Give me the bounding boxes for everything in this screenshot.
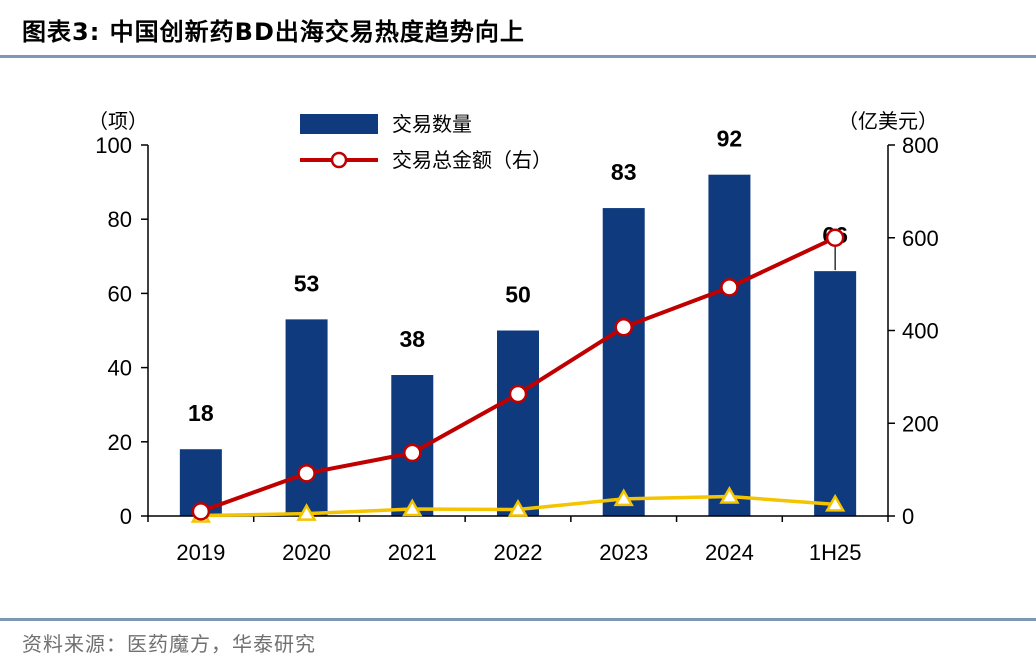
bar-value-label-2023: 83 <box>611 159 637 185</box>
x-tick-label-2023: 2023 <box>599 540 648 565</box>
triangle-marker-2024 <box>719 486 740 504</box>
chart-title: 图表3: 中国创新药BD出海交易热度趋势向上 <box>22 18 525 46</box>
title-divider <box>0 55 1036 58</box>
triangle-marker-1H25 <box>824 493 846 512</box>
right-tick-label-800: 800 <box>902 133 939 158</box>
left-tick-label-0: 0 <box>120 504 132 529</box>
x-tick-label-2024: 2024 <box>705 540 754 565</box>
x-tick-label-1H25: 1H25 <box>809 540 862 565</box>
circle-marker-1H25 <box>825 228 845 247</box>
x-tick-label-2022: 2022 <box>494 540 543 565</box>
circle-marker-2020 <box>297 464 316 483</box>
legend-label-bar: 交易数量 <box>392 112 472 136</box>
bar-value-label-2019: 18 <box>188 400 214 426</box>
bar-value-label-2022: 50 <box>505 282 531 308</box>
triangle-marker-2022 <box>507 498 529 517</box>
circle-marker-2023 <box>614 318 633 337</box>
x-tick-label-2019: 2019 <box>176 540 225 565</box>
triangle-marker-2020 <box>296 503 317 521</box>
x-tick-label-2021: 2021 <box>388 540 437 565</box>
left-tick-label-80: 80 <box>108 207 132 232</box>
bar-value-label-2020: 53 <box>294 270 320 296</box>
bar-value-label-2021: 38 <box>399 326 425 352</box>
footer-divider <box>0 618 1036 621</box>
source-note: 资料来源：医药魔方，华泰研究 <box>22 632 316 656</box>
bar-2020 <box>285 319 328 516</box>
x-tick-label-2020: 2020 <box>282 540 331 565</box>
right-tick-label-200: 200 <box>902 411 939 436</box>
bar-1H25 <box>814 271 857 516</box>
legend-swatch-marker <box>330 151 348 169</box>
left-tick-label-60: 60 <box>108 281 132 306</box>
left-axis-unit: （项） <box>88 109 148 133</box>
circle-marker-2021 <box>403 443 422 463</box>
circle-marker-2024 <box>720 278 739 297</box>
bar-value-label-2024: 92 <box>717 126 743 152</box>
left-tick-label-100: 100 <box>95 133 132 158</box>
right-tick-label-400: 400 <box>902 319 939 344</box>
bar-2022 <box>497 330 539 516</box>
left-tick-label-40: 40 <box>108 356 132 381</box>
bar-2023 <box>602 208 645 516</box>
legend-label-line: 交易总金额（右） <box>392 148 552 172</box>
legend-swatch-bar <box>300 114 378 134</box>
bar-2024 <box>708 174 751 516</box>
left-tick-label-20: 20 <box>108 430 132 455</box>
circle-marker-2019 <box>191 502 211 521</box>
right-tick-label-0: 0 <box>902 504 914 529</box>
circle-marker-2022 <box>508 384 528 404</box>
right-tick-label-600: 600 <box>902 226 939 251</box>
right-axis-unit: （亿美元） <box>838 109 938 133</box>
triangle-marker-2023 <box>613 488 634 507</box>
triangle-marker-2021 <box>402 498 423 517</box>
